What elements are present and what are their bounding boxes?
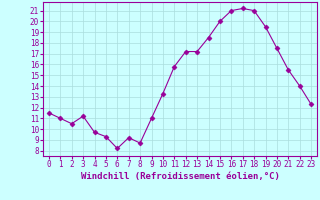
X-axis label: Windchill (Refroidissement éolien,°C): Windchill (Refroidissement éolien,°C) [81,172,279,181]
